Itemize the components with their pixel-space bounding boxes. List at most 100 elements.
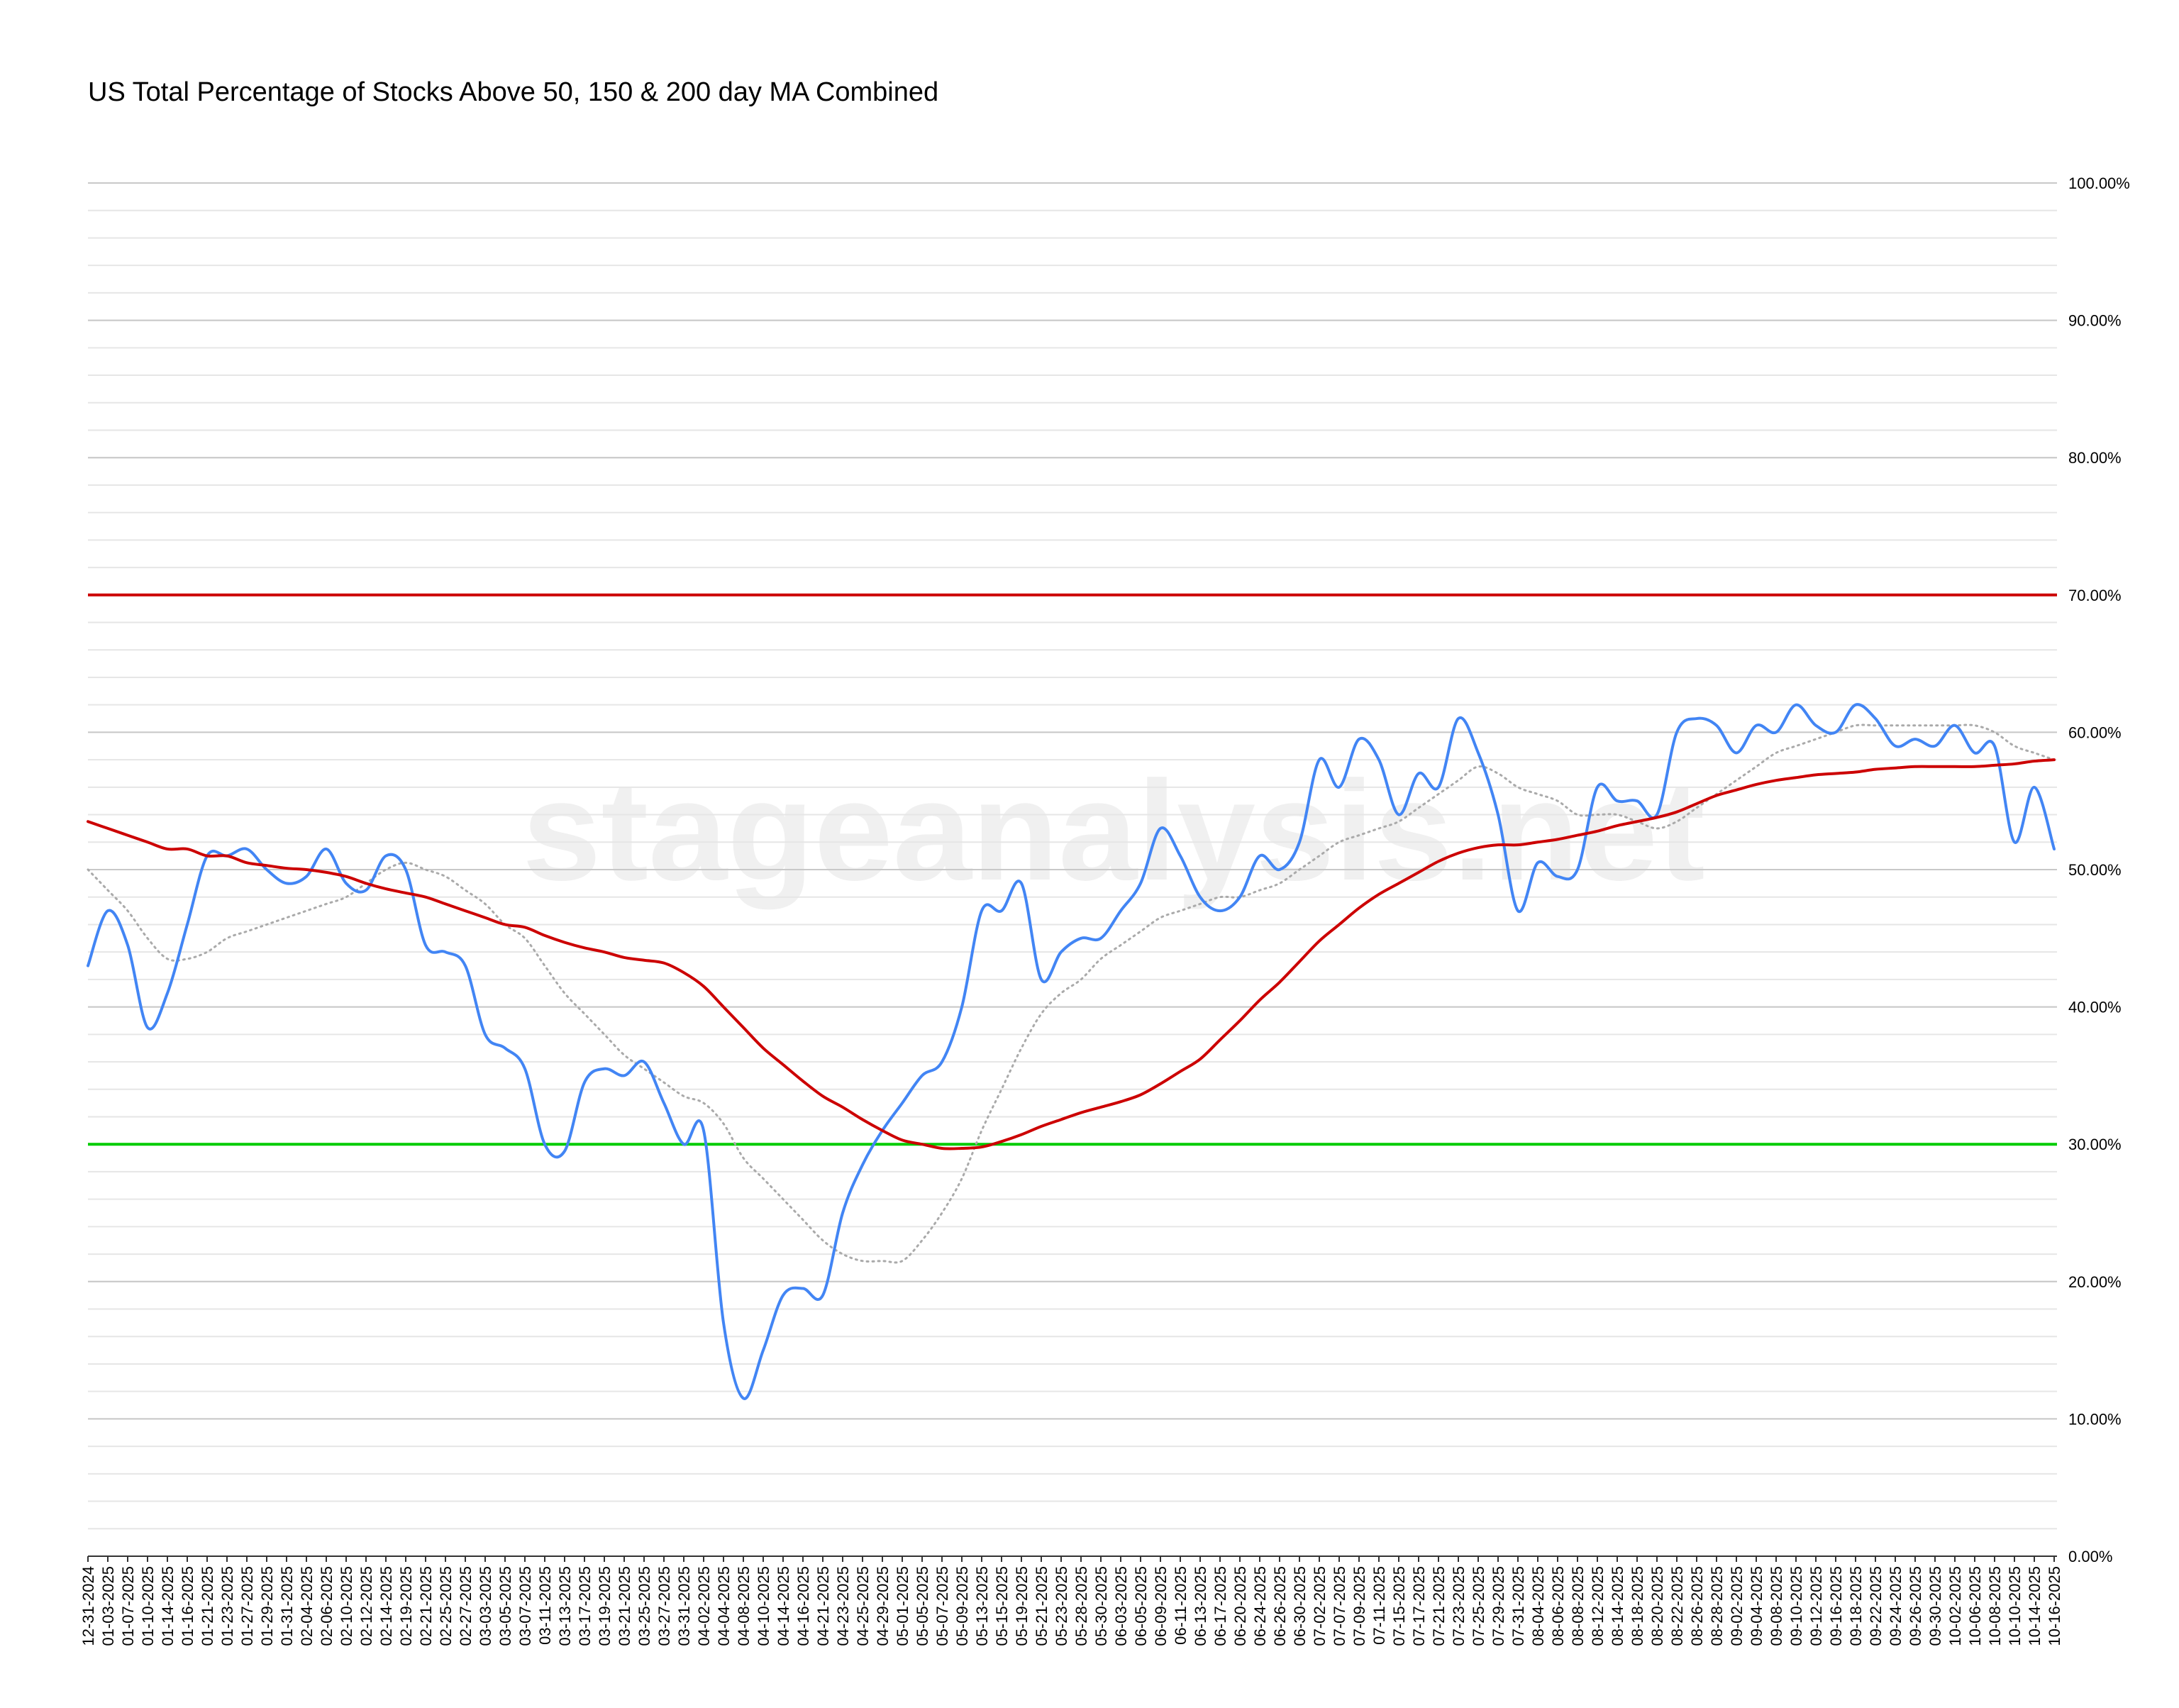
x-tick-label: 01-31-2025 [278, 1566, 296, 1646]
x-tick-label: 03-17-2025 [576, 1566, 594, 1646]
x-tick-label: 02-27-2025 [457, 1566, 475, 1646]
x-tick-label: 05-07-2025 [933, 1566, 951, 1646]
x-tick-label: 04-14-2025 [775, 1566, 792, 1646]
x-tick-label: 05-23-2025 [1053, 1566, 1070, 1646]
y-tick-label: 80.00% [2068, 449, 2122, 467]
series-line [87, 703, 2056, 1400]
x-tick-label: 05-21-2025 [1033, 1566, 1050, 1646]
x-tick-label: 04-16-2025 [794, 1566, 812, 1646]
x-tick-label: 03-31-2025 [675, 1566, 693, 1646]
x-tick-label: 04-08-2025 [735, 1566, 753, 1646]
x-tick-label: 09-26-2025 [1907, 1566, 1924, 1646]
x-tick-label: 07-07-2025 [1331, 1566, 1348, 1646]
x-tick-label: 06-17-2025 [1212, 1566, 1229, 1646]
x-tick-label: 01-10-2025 [139, 1566, 157, 1646]
y-tick-label: 20.00% [2068, 1273, 2122, 1291]
y-tick-label: 30.00% [2068, 1136, 2122, 1153]
x-tick-label: 03-25-2025 [636, 1566, 653, 1646]
x-tick-label: 02-12-2025 [357, 1566, 375, 1646]
x-tick-label: 05-28-2025 [1072, 1566, 1090, 1646]
x-tick-label: 04-29-2025 [874, 1566, 892, 1646]
series-line [87, 723, 2056, 1264]
x-tick-label: 07-25-2025 [1470, 1566, 1487, 1646]
x-tick-label: 01-21-2025 [199, 1566, 216, 1646]
x-tick-label: 01-27-2025 [238, 1566, 256, 1646]
x-tick-label: 01-07-2025 [119, 1566, 137, 1646]
chart-title: US Total Percentage of Stocks Above 50, … [88, 77, 938, 107]
x-tick-label: 03-19-2025 [596, 1566, 614, 1646]
x-tick-label: 12-31-2024 [79, 1566, 97, 1646]
x-tick-label: 10-08-2025 [1986, 1566, 2004, 1646]
x-tick-label: 08-22-2025 [1668, 1566, 1686, 1646]
x-tick-label: 10-14-2025 [2026, 1566, 2044, 1646]
x-tick-label: 01-23-2025 [218, 1566, 236, 1646]
x-tick-label: 01-14-2025 [159, 1566, 177, 1646]
x-tick-label: 06-13-2025 [1192, 1566, 1209, 1646]
x-tick-label: 04-21-2025 [814, 1566, 832, 1646]
x-tick-label: 10-02-2025 [1946, 1566, 1964, 1646]
x-tick-label: 04-10-2025 [755, 1566, 772, 1646]
x-tick-label: 02-06-2025 [318, 1566, 336, 1646]
x-tick-label: 07-29-2025 [1490, 1566, 1507, 1646]
x-tick-label: 06-11-2025 [1172, 1566, 1190, 1645]
x-tick-label: 07-09-2025 [1351, 1566, 1368, 1646]
x-tick-label: 05-01-2025 [894, 1566, 911, 1646]
x-tick-label: 05-05-2025 [914, 1566, 931, 1646]
x-tick-label: 07-21-2025 [1430, 1566, 1448, 1646]
x-tick-label: 07-15-2025 [1390, 1566, 1408, 1646]
y-tick-label: 100.00% [2068, 174, 2130, 192]
x-tick-label: 05-15-2025 [993, 1566, 1011, 1646]
x-tick-label: 05-13-2025 [973, 1566, 991, 1646]
x-tick-label: 07-02-2025 [1311, 1566, 1329, 1646]
x-tick-label: 08-26-2025 [1688, 1566, 1706, 1646]
x-tick-label: 04-02-2025 [695, 1566, 713, 1646]
x-tick-label: 05-30-2025 [1092, 1566, 1110, 1646]
x-tick-label: 03-27-2025 [655, 1566, 673, 1646]
x-tick-label: 02-04-2025 [298, 1566, 316, 1646]
x-tick-label: 09-08-2025 [1768, 1566, 1785, 1646]
x-tick-label: 09-18-2025 [1847, 1566, 1865, 1646]
x-tick-label: 03-11-2025 [536, 1566, 554, 1645]
x-tick-label: 08-06-2025 [1549, 1566, 1567, 1646]
x-tick-label: 02-21-2025 [417, 1566, 435, 1646]
x-tick-label: 06-03-2025 [1112, 1566, 1130, 1646]
x-tick-label: 05-09-2025 [953, 1566, 971, 1646]
x-tick-label: 08-18-2025 [1629, 1566, 1646, 1646]
x-tick-label: 09-12-2025 [1807, 1566, 1825, 1646]
x-tick-label: 07-23-2025 [1450, 1566, 1468, 1646]
x-tick-label: 08-28-2025 [1708, 1566, 1726, 1646]
x-tick-label: 03-21-2025 [616, 1566, 633, 1646]
x-tick-label: 01-16-2025 [179, 1566, 196, 1646]
x-tick-label: 03-13-2025 [556, 1566, 574, 1646]
y-tick-label: 60.00% [2068, 723, 2122, 741]
y-tick-label: 50.00% [2068, 861, 2122, 879]
x-tick-label: 09-16-2025 [1827, 1566, 1845, 1646]
x-tick-label: 09-30-2025 [1926, 1566, 1944, 1646]
y-tick-label: 70.00% [2068, 587, 2122, 604]
x-tick-label: 02-25-2025 [437, 1566, 455, 1646]
x-tick-label: 06-05-2025 [1132, 1566, 1150, 1646]
x-tick-label: 08-08-2025 [1569, 1566, 1587, 1646]
x-tick-label: 04-23-2025 [834, 1566, 852, 1646]
y-tick-label: 40.00% [2068, 999, 2122, 1016]
x-tick-label: 06-24-2025 [1251, 1566, 1269, 1646]
x-tick-label: 08-12-2025 [1589, 1566, 1607, 1646]
watermark: stageanalysis.net [522, 752, 1704, 910]
x-tick-label: 08-20-2025 [1648, 1566, 1666, 1646]
x-tick-label: 02-14-2025 [377, 1566, 395, 1646]
x-tick-label: 02-10-2025 [338, 1566, 355, 1646]
x-tick-label: 07-11-2025 [1370, 1566, 1388, 1645]
x-tick-label: 03-07-2025 [516, 1566, 534, 1646]
x-tick-label: 10-16-2025 [2046, 1566, 2063, 1646]
x-tick-label: 09-22-2025 [1867, 1566, 1885, 1646]
series-line [87, 758, 2056, 1150]
x-tick-label: 09-02-2025 [1728, 1566, 1746, 1646]
x-tick-label: 06-30-2025 [1291, 1566, 1309, 1646]
x-tick-label: 01-03-2025 [99, 1566, 117, 1646]
x-tick-label: 08-14-2025 [1609, 1566, 1626, 1646]
x-tick-label: 09-24-2025 [1887, 1566, 1904, 1646]
y-tick-label: 0.00% [2068, 1548, 2112, 1565]
x-tick-label: 07-17-2025 [1410, 1566, 1428, 1646]
